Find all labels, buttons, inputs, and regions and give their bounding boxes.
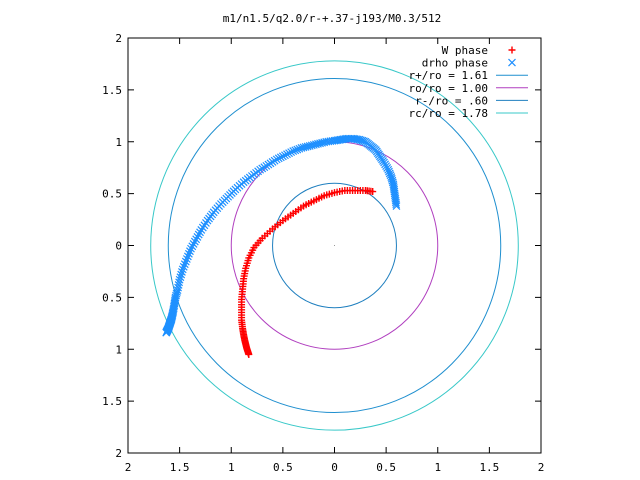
radius-circle <box>167 77 502 414</box>
x-tick-label: 0 <box>331 461 338 474</box>
drho-phase-point-fill <box>189 240 198 248</box>
x-tick-label: 1.5 <box>479 461 499 474</box>
drho-phase-point-fill <box>293 145 302 154</box>
y-tick-label: 2 <box>115 447 122 460</box>
phase-points <box>162 134 401 358</box>
drho-phase-point-fill <box>283 150 291 159</box>
y-tick-label: 2 <box>115 32 122 45</box>
x-tick-label: 2 <box>125 461 132 474</box>
x-tick-label: 0.5 <box>376 461 396 474</box>
axis-ticks: 2 1.5 1 0.5 0 0.5 1 1.5 221.510.500.511.52 <box>102 32 544 474</box>
drho-phase-point <box>289 147 298 156</box>
y-tick-label: 0.5 <box>102 291 122 304</box>
drho-phase-point <box>197 226 206 234</box>
drho-phase-point <box>297 144 306 152</box>
drho-phase-point-fill <box>285 149 293 158</box>
legend-marker <box>508 46 516 54</box>
drho-phase-point-fill <box>291 146 300 155</box>
x-tick-label: 1 <box>434 461 441 474</box>
drho-phase-point-fill <box>184 249 193 258</box>
radius-circle <box>150 60 519 431</box>
legend-label: ro/ro = 1.00 <box>409 82 488 95</box>
x-tick-label: 1.5 <box>170 461 190 474</box>
x-tick-label: 0.5 <box>273 461 293 474</box>
drho-phase-point <box>192 235 201 244</box>
legend-label: W phase <box>442 44 488 57</box>
drho-phase-point-fill <box>196 228 204 237</box>
drho-phase-point-fill <box>178 268 186 276</box>
y-tick-label: 1.5 <box>102 395 122 408</box>
legend-label: drho phase <box>422 57 488 70</box>
drho-phase-point-fill <box>183 252 192 261</box>
w-phase-point <box>245 350 253 358</box>
drho-phase-point-fill <box>287 148 296 157</box>
drho-phase-point-fill <box>274 154 283 163</box>
drho-phase-point-fill <box>186 247 194 256</box>
drho-phase-point-fill <box>194 230 203 239</box>
drho-phase-point <box>187 244 195 253</box>
radius-circle <box>272 182 397 309</box>
drho-phase-point-fill <box>181 257 190 266</box>
drho-phase-point-fill <box>188 242 197 251</box>
drho-phase-point <box>178 265 187 274</box>
legend-label: rc/ro = 1.78 <box>409 107 488 120</box>
y-tick-label: 1.5 <box>102 84 122 97</box>
x-tick-label: 1 <box>228 461 235 474</box>
chart-title: m1/n1.5/q2.0/r-+.37-j193/M0.3/512 <box>223 12 442 25</box>
y-tick-label: 0 <box>115 240 122 253</box>
drho-phase-point-fill <box>276 153 285 162</box>
x-tick-label: 2 <box>538 461 545 474</box>
y-tick-label: 0.5 <box>102 188 122 201</box>
origin-dot <box>334 245 335 246</box>
drho-phase-point <box>162 328 171 337</box>
drho-phase-point-fill <box>190 237 199 246</box>
drho-phase-point-fill <box>177 270 186 279</box>
drho-phase-point-fill <box>179 262 188 271</box>
legend-label: r+/ro = 1.61 <box>409 69 488 82</box>
legend-label: r-/ro = .60 <box>415 94 488 107</box>
drho-phase-point-fill <box>180 260 189 269</box>
drho-phase-point-fill <box>278 152 287 161</box>
drho-phase-point-fill <box>193 233 202 241</box>
y-tick-label: 1 <box>115 343 122 356</box>
drho-phase-point <box>281 151 289 160</box>
legend-marker <box>508 58 516 67</box>
y-tick-label: 1 <box>115 136 122 149</box>
drho-phase-point <box>182 255 191 263</box>
drho-phase-point-fill <box>295 144 304 153</box>
